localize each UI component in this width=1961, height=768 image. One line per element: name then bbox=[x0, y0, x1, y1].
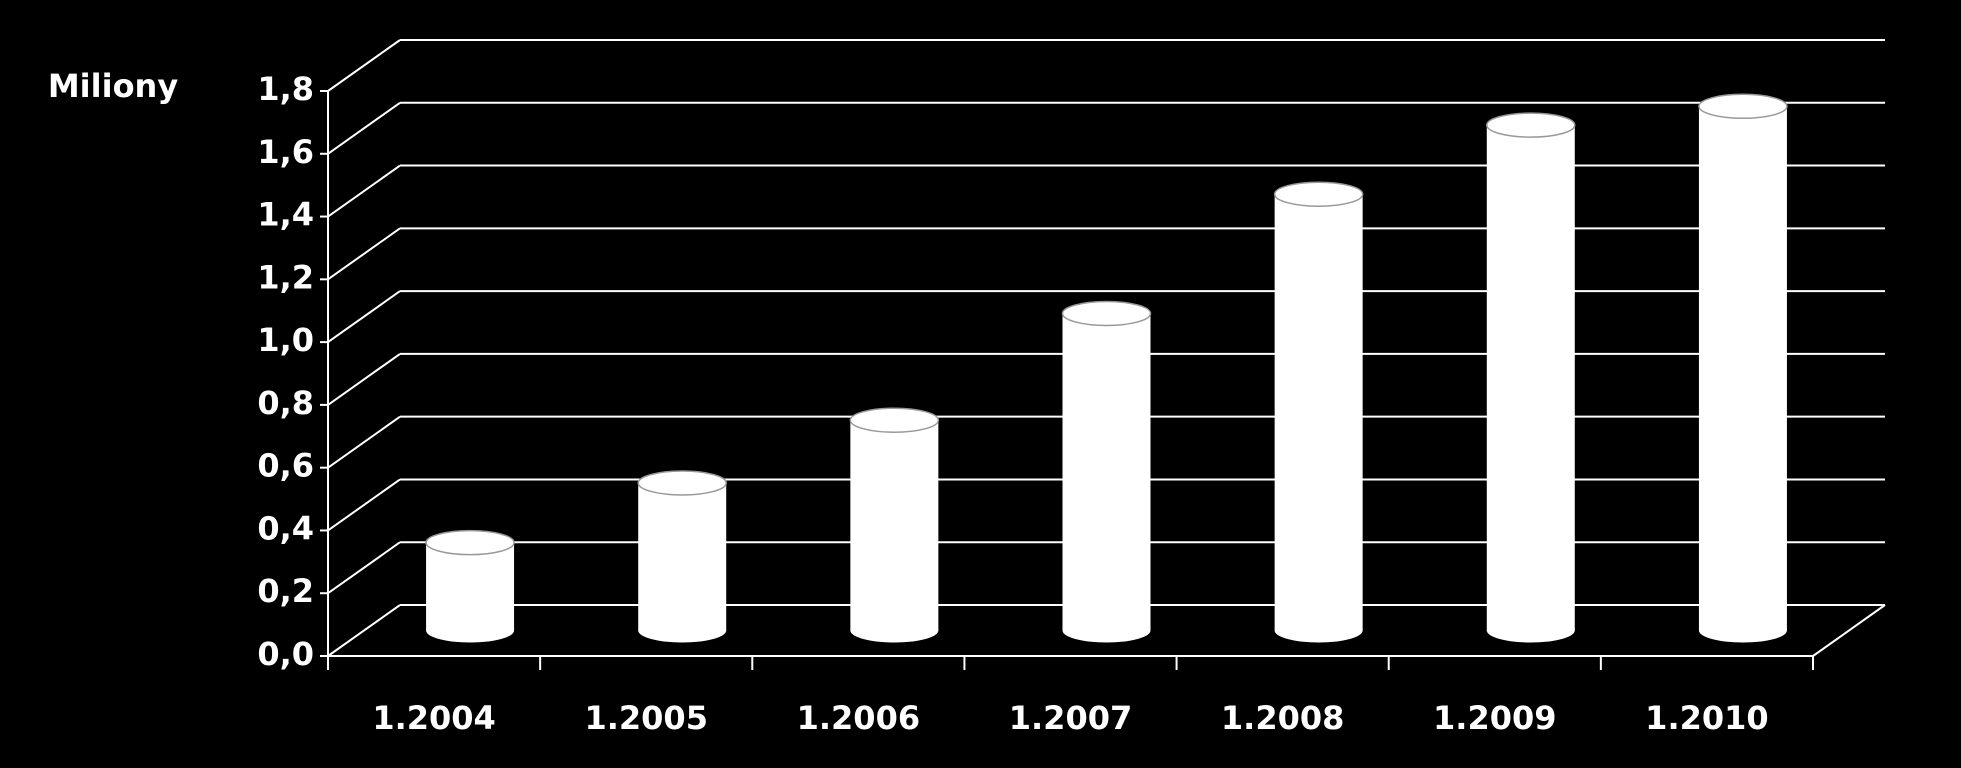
y-tick-label: 0,2 bbox=[257, 572, 314, 610]
bar-top bbox=[425, 529, 515, 556]
bar-top bbox=[1486, 112, 1576, 138]
bar-top bbox=[1273, 181, 1364, 207]
y-tick-label: 1,4 bbox=[257, 196, 314, 234]
y-tick-label: 0,8 bbox=[257, 384, 314, 422]
x-tick-label: 1.2005 bbox=[584, 699, 707, 737]
grid-line-side bbox=[327, 290, 401, 343]
x-tick-label: 1.2004 bbox=[372, 699, 495, 737]
y-tick-label: 0,4 bbox=[257, 509, 314, 547]
grid-line-side bbox=[327, 415, 401, 469]
grid-line-side bbox=[327, 353, 401, 406]
x-tick-label: 1.2008 bbox=[1221, 699, 1344, 737]
y-axis-label: Miliony bbox=[48, 67, 179, 105]
y-tick-label: 0,0 bbox=[257, 635, 314, 673]
bar bbox=[426, 542, 515, 631]
bar-top bbox=[1061, 300, 1152, 327]
grid-line-side bbox=[327, 541, 401, 595]
y-tick-label: 0,6 bbox=[257, 447, 314, 485]
grid-line-side bbox=[327, 604, 401, 657]
x-tick-label: 1.2007 bbox=[1009, 699, 1132, 737]
bar bbox=[1274, 194, 1363, 631]
floor-edge bbox=[1812, 604, 1886, 657]
bar bbox=[1062, 313, 1151, 631]
x-tick-label: 1.2009 bbox=[1433, 699, 1556, 737]
bar-top bbox=[637, 470, 727, 496]
grid-line-side bbox=[327, 478, 401, 532]
y-tick-label: 1,0 bbox=[257, 321, 314, 359]
bar-top bbox=[849, 407, 940, 433]
bar bbox=[1486, 125, 1575, 631]
grid-line-side bbox=[327, 227, 401, 281]
x-tick-label: 1.2006 bbox=[797, 699, 920, 737]
grid-line-side bbox=[327, 39, 401, 92]
grid-line-side bbox=[327, 101, 401, 155]
y-tick-label: 1,8 bbox=[257, 70, 314, 108]
bar bbox=[850, 420, 939, 631]
grid-line-side bbox=[327, 164, 401, 218]
y-tick-label: 1,6 bbox=[257, 133, 314, 171]
bar-top bbox=[1698, 93, 1788, 120]
y-tick-label: 1,2 bbox=[257, 258, 314, 296]
x-tick-label: 1.2010 bbox=[1645, 699, 1768, 737]
bar bbox=[638, 482, 727, 631]
bar bbox=[1698, 106, 1787, 631]
